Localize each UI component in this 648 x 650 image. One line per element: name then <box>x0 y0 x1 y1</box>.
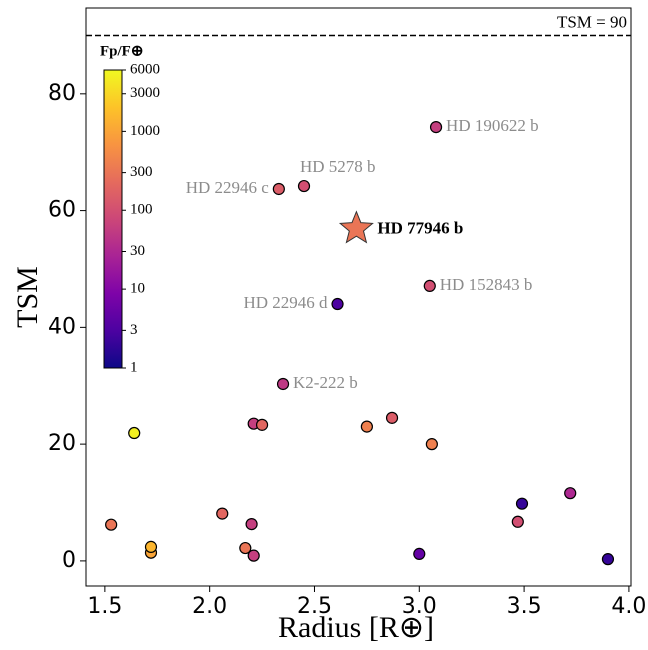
y-tick-label: 80 <box>48 81 76 106</box>
scatter-point <box>429 121 443 134</box>
colorbar-tick-label: 100 <box>130 202 153 218</box>
y-tick-label: 20 <box>48 431 76 456</box>
x-tick-label: 4.0 <box>611 594 646 619</box>
point-label: HD 190622 b <box>446 116 539 135</box>
point-label: HD 22946 d <box>243 293 328 312</box>
plot-frame <box>85 7 632 587</box>
x-axis-label: Radius [R⊕] <box>278 611 434 644</box>
scatter-point <box>239 541 252 555</box>
scatter-point <box>297 179 311 193</box>
scatter-point <box>105 518 118 531</box>
scatter-point <box>423 279 436 293</box>
y-axis-label: TSM <box>11 266 44 328</box>
colorbar-tick-label: 1000 <box>130 123 160 139</box>
scatter-point <box>385 411 399 424</box>
colorbar-title: Fp/F⊕ <box>100 43 143 59</box>
colorbar-tick-label: 3000 <box>130 85 160 101</box>
x-tick-label: 2.5 <box>297 594 332 619</box>
point-label: HD 22946 c <box>186 178 270 197</box>
scatter-point <box>601 553 615 566</box>
scatter-point <box>245 518 258 531</box>
colorbar <box>103 69 123 369</box>
x-tick-label: 2.0 <box>192 594 227 619</box>
scatter-point <box>216 507 229 520</box>
scatter-point <box>128 426 141 440</box>
colorbar-tick-label: 1 <box>130 359 138 375</box>
point-label: HD 5278 b <box>300 157 376 176</box>
scatter-point <box>515 497 529 510</box>
scatter-point <box>511 515 524 528</box>
point-label: HD 152843 b <box>440 275 533 294</box>
y-tick-label: 40 <box>48 314 76 339</box>
x-tick-label: 3.0 <box>402 594 437 619</box>
scatter-point <box>425 438 438 451</box>
scatter-point <box>360 420 373 433</box>
scatter-point <box>331 297 344 311</box>
colorbar-tick-label: 300 <box>130 164 153 180</box>
point-label: K2-222 b <box>293 373 358 392</box>
colorbar-tick-label: 30 <box>130 243 145 259</box>
scatter-point <box>276 377 290 391</box>
x-tick-label: 1.5 <box>87 594 122 619</box>
highlight-star <box>338 210 374 244</box>
scatter-point <box>255 418 269 431</box>
scatter-point <box>247 549 260 562</box>
y-tick-label: 0 <box>62 548 76 573</box>
scatter-point <box>272 182 285 196</box>
threshold-label: TSM = 90 <box>557 12 627 31</box>
y-tick-label: 60 <box>48 198 76 223</box>
star-label: HD 77946 b <box>377 219 463 238</box>
scatter-point <box>413 547 426 560</box>
colorbar-tick-label: 6000 <box>130 61 160 77</box>
scatter-point <box>144 540 158 553</box>
colorbar-tick-label: 3 <box>130 322 138 338</box>
x-tick-label: 3.5 <box>507 594 542 619</box>
scatter-point <box>564 487 577 500</box>
colorbar-tick-label: 10 <box>130 281 145 297</box>
